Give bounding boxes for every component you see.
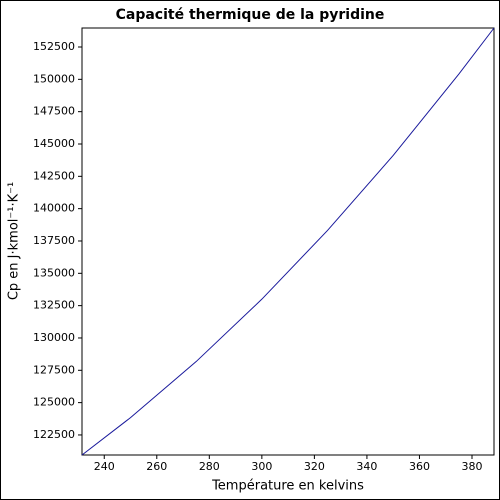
y-tick-label: 122500	[33, 428, 75, 441]
y-tick-label: 127500	[33, 363, 75, 376]
y-tick-label: 142500	[33, 169, 75, 182]
y-tick-label: 140000	[33, 202, 75, 215]
y-tick-label: 152500	[33, 40, 75, 53]
x-tick-label: 360	[409, 460, 430, 473]
chart-title: Capacité thermique de la pyridine	[116, 7, 385, 23]
y-tick-label: 135000	[33, 266, 75, 279]
y-tick-label: 150000	[33, 72, 75, 85]
x-tick-label: 280	[199, 460, 220, 473]
y-tick-label: 137500	[33, 234, 75, 247]
x-tick-label: 300	[251, 460, 272, 473]
y-tick-label: 132500	[33, 299, 75, 312]
y-tick-label: 125000	[33, 396, 75, 409]
x-tick-label: 380	[461, 460, 482, 473]
y-axis-label: Cp en J·kmol⁻¹·K⁻¹	[7, 182, 22, 300]
x-tick-label: 320	[304, 460, 325, 473]
y-tick-label: 145000	[33, 137, 75, 150]
y-tick-label: 130000	[33, 331, 75, 344]
data-line	[81, 27, 495, 456]
x-tick-label: 260	[146, 460, 167, 473]
y-tick-label: 147500	[33, 105, 75, 118]
x-tick-label: 240	[94, 460, 115, 473]
plot-frame	[81, 27, 495, 456]
x-tick-label: 340	[356, 460, 377, 473]
x-axis-label: Température en kelvins	[211, 479, 364, 494]
